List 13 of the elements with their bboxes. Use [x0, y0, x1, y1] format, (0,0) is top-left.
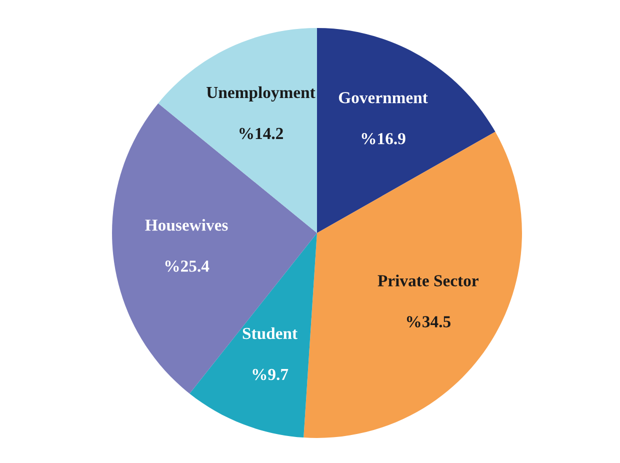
pie-slice	[317, 28, 496, 233]
data-label: %9.7	[252, 368, 288, 380]
data-label: %34.5	[406, 316, 450, 328]
data-label: %25.4	[165, 260, 210, 272]
slice-label: Private Sector	[378, 274, 478, 286]
slice-label: Student	[242, 327, 298, 340]
slice-label: Housewives	[145, 219, 228, 231]
pie-slice	[112, 103, 317, 394]
pie-slice	[304, 132, 522, 438]
data-label: %16.9	[362, 133, 406, 144]
data-label: %14.2	[240, 128, 283, 140]
slice-label: Unemployment	[206, 86, 316, 102]
slice-label: Government	[338, 92, 428, 104]
